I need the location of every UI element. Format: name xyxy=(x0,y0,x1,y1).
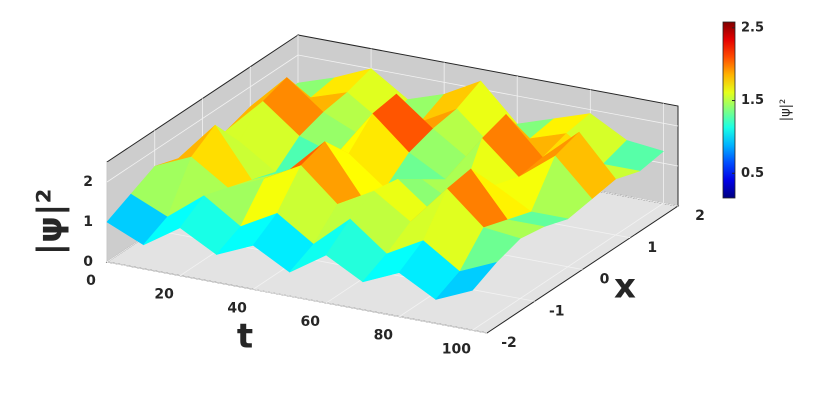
x-axis-label: t xyxy=(237,317,253,357)
z-tick-label: 0 xyxy=(83,254,93,270)
grid-line xyxy=(106,54,299,183)
colorbar xyxy=(722,21,736,199)
colorbar-tick-label: 1.5 xyxy=(741,93,764,108)
x-tick-label: 40 xyxy=(227,300,247,316)
surface-patch xyxy=(435,262,497,300)
z-tick-label: 1 xyxy=(83,214,93,230)
grid-line xyxy=(106,261,488,334)
y-tick-label: 2 xyxy=(695,208,705,224)
x-tick-label: 60 xyxy=(300,314,320,330)
x-tick-label: 0 xyxy=(86,273,96,289)
z-tick-label: 2 xyxy=(83,174,93,190)
y-axis-label: x xyxy=(614,267,636,307)
y-tick-label: 0 xyxy=(600,272,610,288)
x-tick-label: 20 xyxy=(154,287,174,303)
y-tick-label: -1 xyxy=(549,303,565,319)
colorbar-tick-label: 2.5 xyxy=(741,20,764,35)
y-tick-label: 1 xyxy=(647,240,657,256)
x-tick-label: 80 xyxy=(374,328,394,344)
colorbar-label: |ψ|² xyxy=(779,99,794,122)
x-tick-label: 100 xyxy=(442,341,471,357)
z-axis-label: |ψ|² xyxy=(31,189,71,256)
colorbar-tick-label: 0.5 xyxy=(741,166,764,181)
y-tick-label: -2 xyxy=(501,335,517,351)
